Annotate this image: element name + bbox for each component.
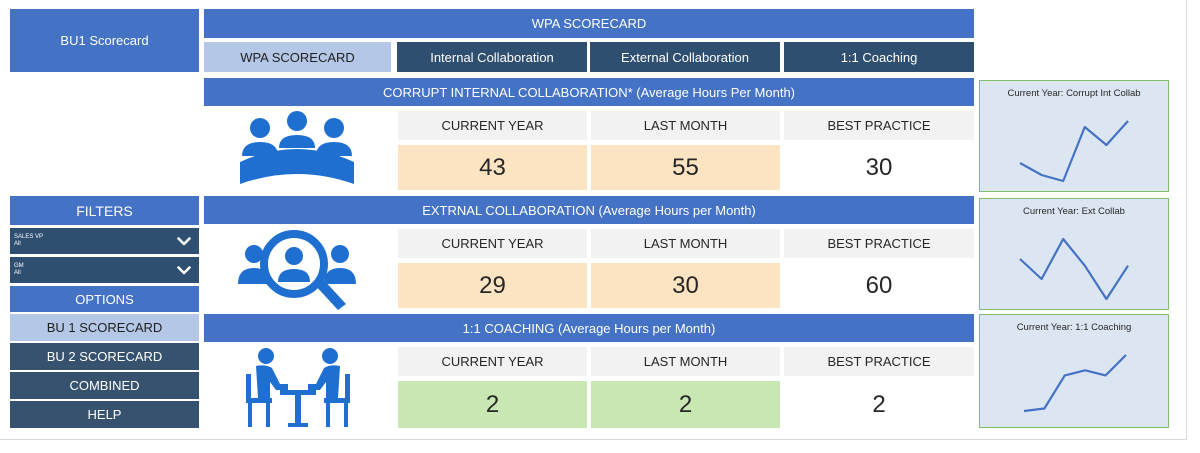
- col-header-best-practice: BEST PRACTICE: [784, 111, 974, 140]
- value-last-month: 2: [591, 381, 780, 428]
- value-best-practice: 60: [784, 263, 974, 308]
- gm-value: All: [14, 270, 21, 276]
- sparkline-chart: [1019, 237, 1129, 301]
- sparkline-internal: Current Year: Corrupt Int Collab: [979, 80, 1169, 192]
- sales-vp-label: SALES VP: [14, 234, 44, 240]
- col-header-best-practice: BEST PRACTICE: [784, 229, 974, 258]
- tab-internal-collaboration[interactable]: Internal Collaboration: [397, 42, 587, 72]
- col-header-last-month: LAST MONTH: [591, 111, 780, 140]
- value-current-year: 43: [398, 145, 587, 190]
- col-header-current-year: CURRENT YEAR: [398, 111, 587, 140]
- col-header-current-year: CURRENT YEAR: [398, 347, 587, 376]
- col-header-current-year: CURRENT YEAR: [398, 229, 587, 258]
- col-header-last-month: LAST MONTH: [591, 347, 780, 376]
- tab-external-collaboration[interactable]: External Collaboration: [590, 42, 780, 72]
- help-button[interactable]: HELP: [10, 401, 199, 428]
- sales-vp-dropdown[interactable]: SALES VP All: [10, 228, 199, 254]
- sparkline-external: Current Year: Ext Collab: [979, 198, 1169, 310]
- value-last-month: 30: [591, 263, 780, 308]
- dashboard-frame: [0, 0, 1187, 440]
- meeting-group-icon: [232, 108, 362, 190]
- bu1-scorecard-button[interactable]: BU 1 SCORECARD: [10, 314, 199, 341]
- combined-button[interactable]: COMBINED: [10, 372, 199, 399]
- sparkline-series: [1019, 237, 1129, 301]
- value-last-month: 55: [591, 145, 780, 190]
- page-title: WPA SCORECARD: [204, 9, 974, 38]
- sparkline-chart: [1019, 120, 1129, 183]
- value-best-practice: 30: [784, 145, 974, 190]
- col-header-last-month: LAST MONTH: [591, 229, 780, 258]
- gm-dropdown-text: GM All: [14, 263, 24, 277]
- sparkline-series: [1019, 120, 1129, 183]
- sparkline-title: Current Year: Ext Collab: [1023, 206, 1125, 217]
- sparkline-series: [1023, 354, 1127, 413]
- section-title-coaching: 1:1 COACHING (Average Hours per Month): [204, 314, 974, 342]
- gm-label: GM: [14, 263, 24, 269]
- one-on-one-meeting-icon: [242, 344, 354, 430]
- filters-header: FILTERS: [10, 196, 199, 225]
- sparkline-coaching: Current Year: 1:1 Coaching: [979, 314, 1169, 428]
- bu2-scorecard-button[interactable]: BU 2 SCORECARD: [10, 343, 199, 370]
- sparkline-title: Current Year: Corrupt Int Collab: [1007, 88, 1141, 99]
- value-best-practice: 2: [784, 381, 974, 428]
- sales-vp-dropdown-text: SALES VP All: [14, 234, 43, 248]
- options-header: OPTIONS: [10, 286, 199, 312]
- value-current-year: 29: [398, 263, 587, 308]
- chevron-down-icon: [177, 265, 191, 274]
- sparkline-chart: [1023, 354, 1127, 413]
- chevron-down-icon: [177, 236, 191, 245]
- value-current-year: 2: [398, 381, 587, 428]
- col-header-best-practice: BEST PRACTICE: [784, 347, 974, 376]
- section-title-external: EXTRNAL COLLABORATION (Average Hours per…: [204, 196, 974, 224]
- sparkline-title: Current Year: 1:1 Coaching: [1016, 322, 1132, 333]
- tab-coaching[interactable]: 1:1 Coaching: [784, 42, 974, 72]
- scorecard-title: BU1 Scorecard: [10, 9, 199, 72]
- sales-vp-value: All: [14, 241, 21, 247]
- people-search-icon: [234, 226, 360, 312]
- gm-dropdown[interactable]: GM All: [10, 257, 199, 283]
- tab-wpa-scorecard[interactable]: WPA SCORECARD: [204, 42, 391, 72]
- section-title-internal: CORRUPT INTERNAL COLLABORATION* (Average…: [204, 78, 974, 106]
